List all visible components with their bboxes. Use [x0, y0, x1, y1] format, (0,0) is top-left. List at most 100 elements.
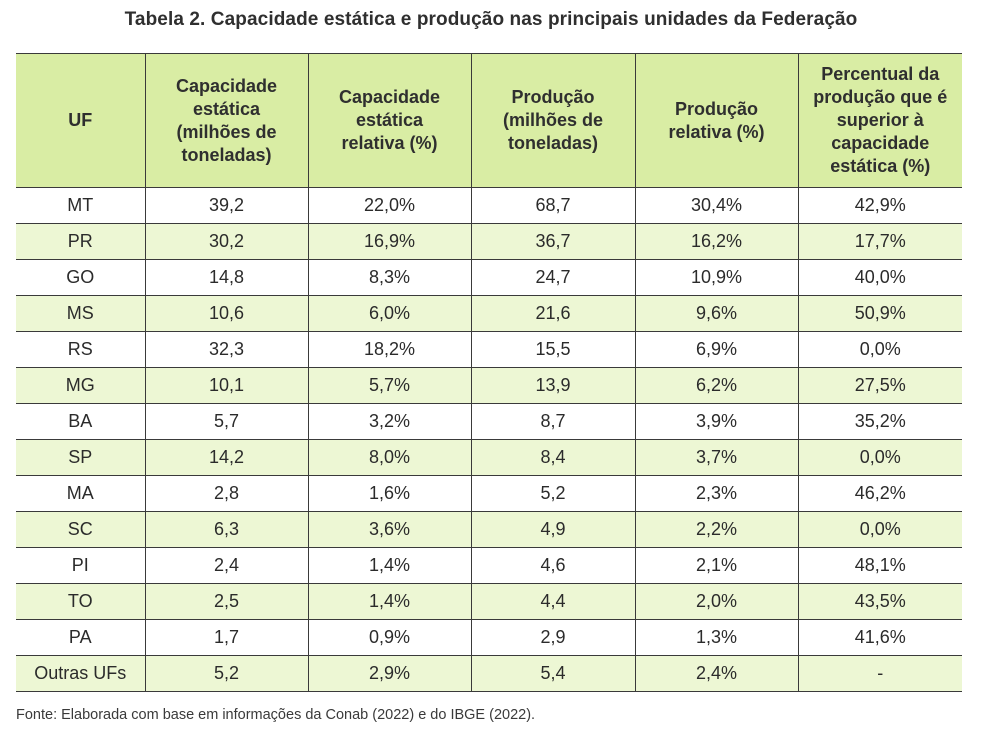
- cell-capacidade: 14,8: [144, 259, 309, 296]
- cell-capacidade-relativa: 2,9%: [307, 655, 472, 692]
- cell-producao: 4,9: [470, 511, 636, 548]
- table-row: MA 2,8 1,6% 5,2 2,3% 46,2%: [16, 475, 962, 512]
- cell-capacidade: 32,3: [144, 331, 309, 368]
- cell-uf: SP: [16, 439, 146, 476]
- column-header-percentual: Percentual da produção que é superior à …: [797, 53, 962, 188]
- cell-capacidade-relativa: 22,0%: [307, 187, 472, 224]
- cell-uf: Outras UFs: [16, 655, 146, 692]
- cell-percentual: 43,5%: [797, 583, 962, 620]
- cell-percentual: 41,6%: [797, 619, 962, 656]
- cell-producao: 4,6: [470, 547, 636, 584]
- cell-capacidade: 39,2: [144, 187, 309, 224]
- cell-percentual: 0,0%: [797, 331, 962, 368]
- cell-uf: BA: [16, 403, 146, 440]
- cell-producao-relativa: 16,2%: [634, 223, 799, 260]
- cell-producao-relativa: 2,2%: [634, 511, 799, 548]
- cell-percentual: 42,9%: [797, 187, 962, 224]
- cell-producao-relativa: 1,3%: [634, 619, 799, 656]
- cell-percentual: 0,0%: [797, 511, 962, 548]
- data-table: UF Capacidade estática (milhões de tonel…: [16, 53, 962, 692]
- table-row: PA 1,7 0,9% 2,9 1,3% 41,6%: [16, 619, 962, 656]
- cell-capacidade-relativa: 0,9%: [307, 619, 472, 656]
- table-header: UF Capacidade estática (milhões de tonel…: [16, 53, 962, 188]
- cell-producao: 2,9: [470, 619, 636, 656]
- column-header-uf: UF: [16, 53, 146, 188]
- cell-uf: RS: [16, 331, 146, 368]
- cell-capacidade: 6,3: [144, 511, 309, 548]
- table-row: SP 14,2 8,0% 8,4 3,7% 0,0%: [16, 439, 962, 476]
- cell-percentual: 0,0%: [797, 439, 962, 476]
- cell-producao-relativa: 6,2%: [634, 367, 799, 404]
- cell-percentual: 46,2%: [797, 475, 962, 512]
- cell-producao: 36,7: [470, 223, 636, 260]
- cell-producao-relativa: 6,9%: [634, 331, 799, 368]
- cell-uf: PR: [16, 223, 146, 260]
- cell-capacidade-relativa: 1,4%: [307, 547, 472, 584]
- table-row: GO 14,8 8,3% 24,7 10,9% 40,0%: [16, 259, 962, 296]
- cell-capacidade: 2,4: [144, 547, 309, 584]
- cell-capacidade-relativa: 3,2%: [307, 403, 472, 440]
- cell-producao-relativa: 30,4%: [634, 187, 799, 224]
- column-header-capacidade: Capacidade estática (milhões de tonelada…: [144, 53, 309, 188]
- source-note: Fonte: Elaborada com base em informações…: [16, 707, 536, 723]
- cell-producao: 13,9: [470, 367, 636, 404]
- cell-capacidade-relativa: 3,6%: [307, 511, 472, 548]
- cell-producao: 8,7: [470, 403, 636, 440]
- cell-producao-relativa: 2,1%: [634, 547, 799, 584]
- cell-capacidade: 5,2: [144, 655, 309, 692]
- cell-producao: 8,4: [470, 439, 636, 476]
- cell-producao-relativa: 2,3%: [634, 475, 799, 512]
- cell-capacidade-relativa: 5,7%: [307, 367, 472, 404]
- cell-percentual: 27,5%: [797, 367, 962, 404]
- cell-uf: MA: [16, 475, 146, 512]
- cell-capacidade-relativa: 6,0%: [307, 295, 472, 332]
- cell-capacidade: 30,2: [144, 223, 309, 260]
- table-row: RS 32,3 18,2% 15,5 6,9% 0,0%: [16, 331, 962, 368]
- cell-uf: PI: [16, 547, 146, 584]
- cell-producao-relativa: 2,4%: [634, 655, 799, 692]
- cell-capacidade: 2,5: [144, 583, 309, 620]
- cell-percentual: 35,2%: [797, 403, 962, 440]
- table-row: MS 10,6 6,0% 21,6 9,6% 50,9%: [16, 295, 962, 332]
- table-body: MT 39,2 22,0% 68,7 30,4% 42,9% PR 30,2 16,9% 36,7…: [16, 187, 962, 692]
- cell-producao: 68,7: [470, 187, 636, 224]
- table-row: TO 2,5 1,4% 4,4 2,0% 43,5%: [16, 583, 962, 620]
- cell-uf: MS: [16, 295, 146, 332]
- cell-capacidade: 5,7: [144, 403, 309, 440]
- column-header-producao-relativa: Produção relativa (%): [634, 53, 799, 188]
- cell-capacidade: 2,8: [144, 475, 309, 512]
- cell-percentual: -: [797, 655, 962, 692]
- cell-uf: PA: [16, 619, 146, 656]
- cell-capacidade-relativa: 8,0%: [307, 439, 472, 476]
- cell-percentual: 50,9%: [797, 295, 962, 332]
- cell-percentual: 40,0%: [797, 259, 962, 296]
- cell-uf: SC: [16, 511, 146, 548]
- cell-producao-relativa: 3,7%: [634, 439, 799, 476]
- cell-capacidade-relativa: 16,9%: [307, 223, 472, 260]
- column-header-capacidade-relativa: Capacidade estática relativa (%): [307, 53, 472, 188]
- cell-percentual: 48,1%: [797, 547, 962, 584]
- cell-producao-relativa: 10,9%: [634, 259, 799, 296]
- cell-uf: MG: [16, 367, 146, 404]
- table-row: MT 39,2 22,0% 68,7 30,4% 42,9%: [16, 187, 962, 224]
- cell-producao: 5,4: [470, 655, 636, 692]
- cell-producao-relativa: 9,6%: [634, 295, 799, 332]
- column-header-producao: Produção (milhões de toneladas): [470, 53, 636, 188]
- table-row: PI 2,4 1,4% 4,6 2,1% 48,1%: [16, 547, 962, 584]
- cell-producao: 21,6: [470, 295, 636, 332]
- cell-producao: 4,4: [470, 583, 636, 620]
- cell-capacidade: 10,6: [144, 295, 309, 332]
- cell-uf: GO: [16, 259, 146, 296]
- cell-capacidade: 1,7: [144, 619, 309, 656]
- cell-capacidade-relativa: 18,2%: [307, 331, 472, 368]
- cell-capacidade-relativa: 1,6%: [307, 475, 472, 512]
- cell-percentual: 17,7%: [797, 223, 962, 260]
- table-row: MG 10,1 5,7% 13,9 6,2% 27,5%: [16, 367, 962, 404]
- table-row: Outras UFs 5,2 2,9% 5,4 2,4% -: [16, 655, 962, 692]
- cell-producao-relativa: 3,9%: [634, 403, 799, 440]
- cell-capacidade-relativa: 8,3%: [307, 259, 472, 296]
- cell-uf: MT: [16, 187, 146, 224]
- cell-producao: 24,7: [470, 259, 636, 296]
- cell-capacidade: 14,2: [144, 439, 309, 476]
- table-row: BA 5,7 3,2% 8,7 3,9% 35,2%: [16, 403, 962, 440]
